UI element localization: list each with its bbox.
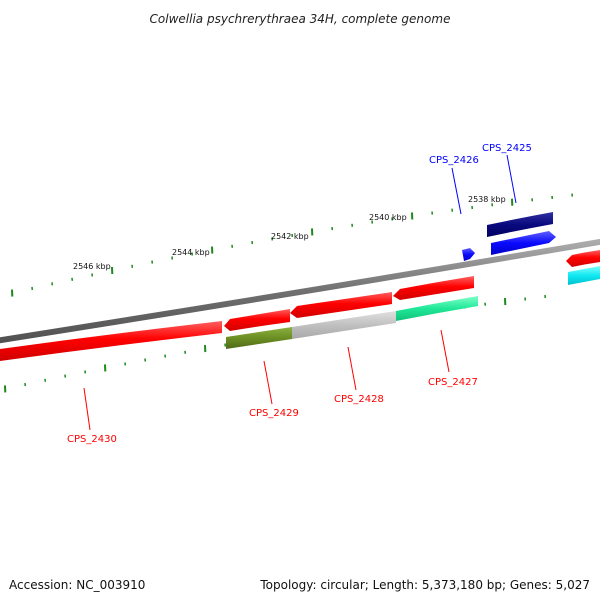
gene-cps-2428[interactable] [290, 292, 392, 318]
gene-cps-2425-navy[interactable] [487, 212, 553, 237]
feature-teal[interactable] [396, 296, 478, 321]
leader-cps-2425 [506, 154, 517, 204]
forward-strand-features [462, 212, 556, 261]
gene-cps-2429[interactable] [224, 309, 290, 331]
accession-text: Accession: NC_003910 [9, 578, 146, 592]
leader-cps-2430 [83, 387, 91, 431]
tick-label-2544: 2544 kbp [172, 248, 210, 257]
label-cps-2430[interactable]: CPS_2430 [67, 434, 117, 445]
genome-stats-text: Topology: circular; Length: 5,373,180 bp… [260, 578, 590, 592]
gene-cps-2426[interactable] [462, 248, 475, 261]
tick-label-2540: 2540 kbp [369, 213, 407, 222]
tick-label-2542: 2542 kbp [271, 232, 309, 241]
gene-cps-2427[interactable] [393, 276, 474, 300]
reverse-strand-features [0, 250, 600, 361]
tick-label-2546: 2546 kbp [73, 262, 111, 271]
label-cps-2429[interactable]: CPS_2429 [249, 408, 299, 419]
map-title: Colwellia psychrerythraea 34H, complete … [150, 12, 451, 26]
feature-cyan[interactable] [568, 266, 600, 285]
feature-olive[interactable] [226, 327, 292, 349]
gene-labels: CPS_2430 CPS_2429 CPS_2428 CPS_2427 CPS_… [67, 143, 532, 445]
tick-labels: 2546 kbp 2544 kbp 2542 kbp 2540 kbp 2538… [73, 195, 506, 271]
leader-cps-2429 [263, 360, 273, 405]
secondary-features [226, 266, 600, 349]
label-cps-2428[interactable]: CPS_2428 [334, 394, 384, 405]
leader-cps-2428 [347, 346, 357, 391]
genome-backbone [0, 238, 600, 344]
gene-cps-2425[interactable] [491, 231, 556, 255]
tick-label-2538: 2538 kbp [468, 195, 506, 204]
feature-grey[interactable] [292, 311, 396, 339]
label-cps-2427[interactable]: CPS_2427 [428, 377, 478, 388]
outer-tick-ring [11, 193, 574, 297]
gene-cps-2430[interactable] [0, 321, 222, 361]
label-cps-2426[interactable]: CPS_2426 [429, 155, 479, 166]
gene-next-right-red[interactable] [566, 250, 600, 267]
leader-cps-2426 [451, 167, 462, 215]
label-cps-2425[interactable]: CPS_2425 [482, 143, 532, 154]
leader-cps-2427 [440, 329, 450, 373]
